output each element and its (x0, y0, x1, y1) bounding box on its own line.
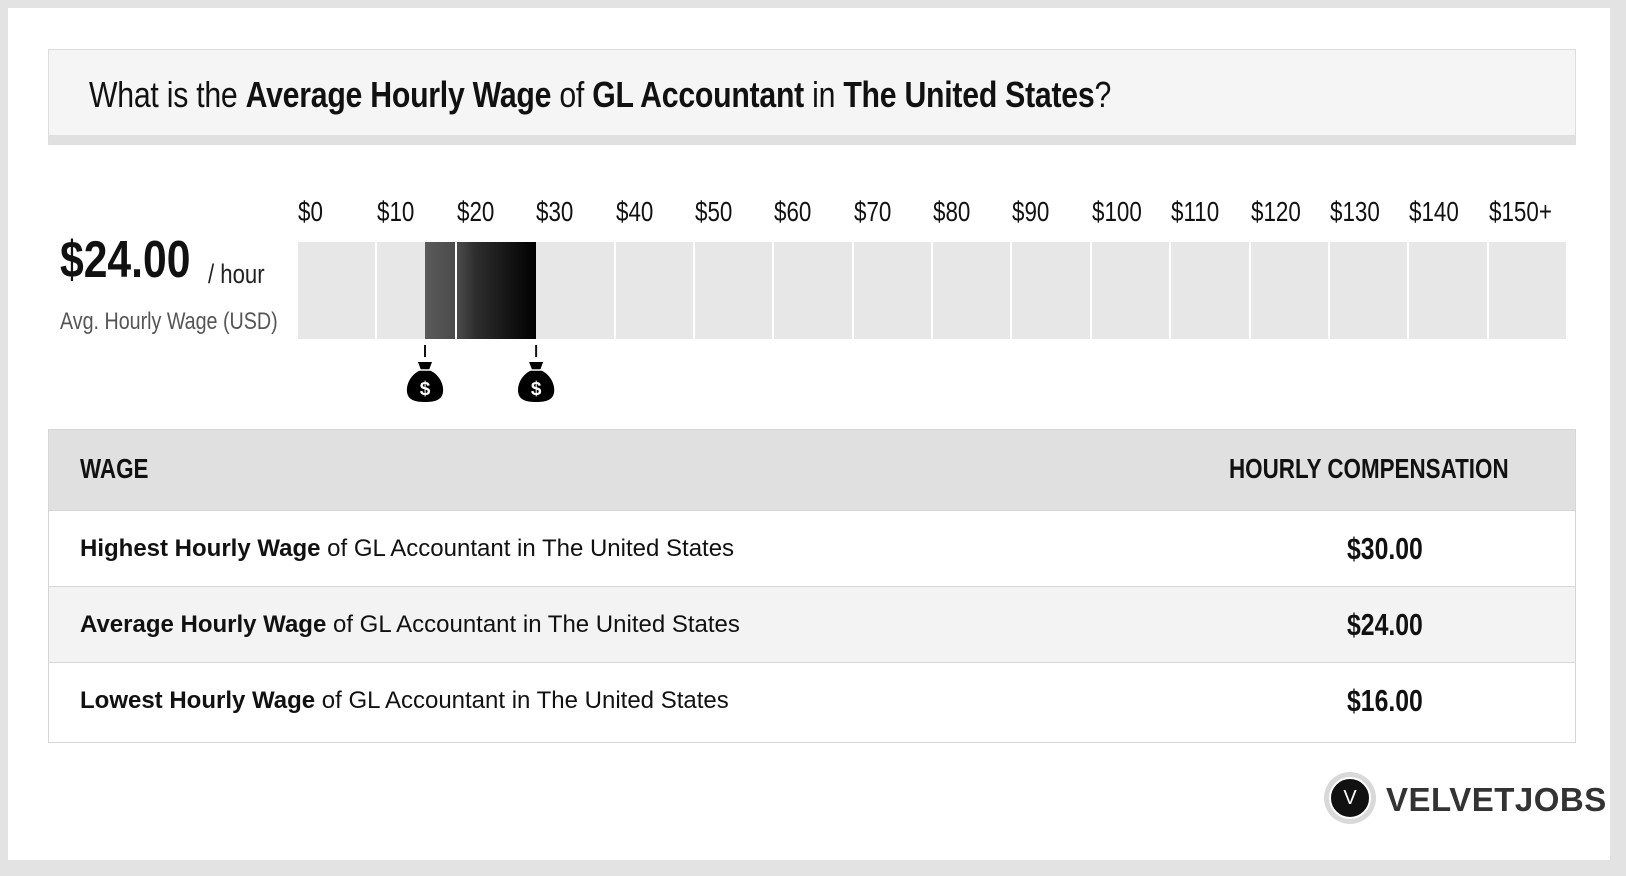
tick-label: $110 (1171, 196, 1220, 227)
title-banner: What is the Average Hourly Wage of GL Ac… (48, 49, 1576, 145)
row-label-rest: of GL Accountant in The United States (326, 611, 740, 638)
tick-label: $100 (1091, 196, 1142, 227)
tick-label: $70 (853, 196, 891, 227)
dollar-symbol: $ (420, 379, 431, 400)
bar-segment (1329, 242, 1408, 339)
bar-segment (1488, 242, 1566, 339)
table-row: Average Hourly Wage of GL Accountant in … (49, 586, 1575, 662)
average-wage-label: Avg. Hourly Wage (USD) (60, 308, 278, 335)
header-hourly-compensation: HOURLY COMPENSATION (1229, 453, 1509, 484)
money-bag-icon: $ (517, 345, 555, 402)
infographic-card: What is the Average Hourly Wage of GL Ac… (8, 8, 1618, 868)
title-location: The United States (843, 74, 1095, 115)
tick-label: $90 (1012, 196, 1050, 227)
tick-label: $0 (298, 196, 323, 227)
tick-label: $40 (615, 196, 653, 227)
tick-label: $60 (774, 196, 812, 227)
title-text: ? (1094, 74, 1112, 115)
average-wage-unit: / hour (208, 259, 265, 289)
bar-segment (1250, 242, 1328, 339)
wage-range-bar (298, 242, 1568, 339)
logo-wordmark: VELVETJOBS (1386, 781, 1607, 818)
row-value: $16.00 (1347, 683, 1423, 718)
row-label-bold: Highest Hourly Wage (80, 535, 321, 562)
logo-initial: V (1329, 777, 1371, 819)
tick-label: $120 (1250, 196, 1301, 227)
table-row: Lowest Hourly Wage of GL Accountant in T… (49, 662, 1575, 738)
tick-label: $150+ (1488, 196, 1552, 227)
title-text: What is the (89, 74, 246, 115)
tick-label: $80 (933, 196, 971, 227)
average-wage-value: $24.00 (60, 231, 191, 289)
row-label: Lowest Hourly Wage of GL Accountant in T… (80, 687, 729, 715)
page-title: What is the Average Hourly Wage of GL Ac… (89, 74, 1111, 116)
row-label-bold: Lowest Hourly Wage (80, 687, 316, 714)
row-label: Average Hourly Wage of GL Accountant in … (80, 611, 740, 639)
row-label: Highest Hourly Wage of GL Accountant in … (80, 535, 734, 563)
tick-label: $130 (1329, 196, 1380, 227)
bar-segment (694, 242, 773, 339)
tick-label: $50 (694, 196, 733, 227)
row-value: $24.00 (1347, 607, 1423, 642)
row-label-rest: of GL Accountant in The United States (315, 687, 729, 714)
tick-label: $140 (1409, 196, 1460, 227)
bar-segment (615, 242, 693, 339)
bar-segment (1091, 242, 1170, 339)
dollar-symbol: $ (531, 379, 542, 400)
velvetjobs-logo: V VELVETJOBS (1324, 772, 1606, 828)
table-header: WAGE HOURLY COMPENSATION (49, 430, 1575, 510)
logo-badge-icon: V (1324, 772, 1376, 824)
bar-segment (933, 242, 1011, 339)
wage-range-fill (425, 242, 537, 339)
header-wage: WAGE (80, 453, 149, 484)
table-row: Highest Hourly Wage of GL Accountant in … (49, 510, 1575, 586)
bar-segment (536, 242, 614, 339)
bar-segment (774, 242, 852, 339)
title-text: of (551, 74, 593, 115)
tick-label: $30 (536, 196, 574, 227)
tick-label: $10 (377, 196, 415, 227)
row-value: $30.00 (1347, 531, 1423, 566)
wage-table: WAGE HOURLY COMPENSATION Highest Hourly … (48, 429, 1576, 743)
title-metric: Average Hourly Wage (245, 74, 552, 115)
row-label-rest: of GL Accountant in The United States (320, 535, 735, 562)
fill-divider (454, 242, 457, 339)
bar-segment (298, 242, 376, 339)
bar-segment (1409, 242, 1487, 339)
bar-segment (853, 242, 931, 339)
title-job: GL Accountant (592, 74, 804, 115)
bar-segment (1012, 242, 1090, 339)
row-label-bold: Average Hourly Wage (80, 611, 327, 638)
money-bag-icon: $ (406, 345, 444, 402)
bar-segment (1171, 242, 1249, 339)
tick-label: $20 (456, 196, 495, 227)
title-text: in (803, 74, 844, 115)
